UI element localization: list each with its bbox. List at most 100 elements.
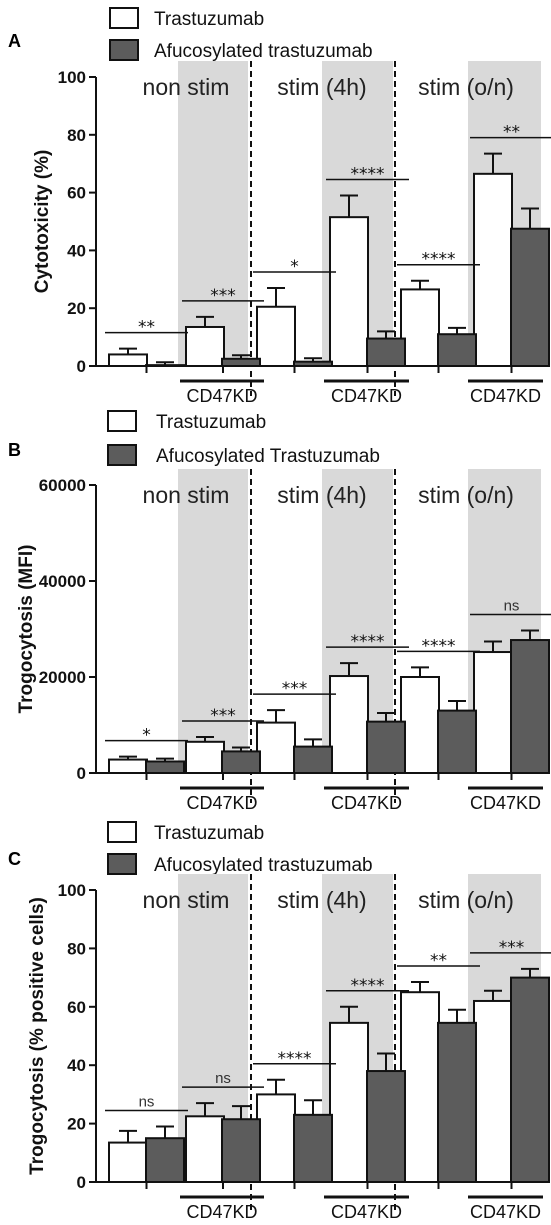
bar-trastuzumab (185, 1115, 225, 1184)
cd47kd-label: CD47KD (470, 793, 541, 813)
legend-label: Trastuzumab (156, 412, 266, 433)
cd47kd-label: CD47KD (331, 386, 402, 406)
panel-letter: B (8, 440, 21, 460)
y-tick-label: 0 (77, 357, 86, 376)
cd47kd-shade (178, 469, 248, 773)
bar-afucosylated (437, 333, 477, 367)
condition-label: stim (4h) (277, 74, 366, 100)
legend-label: Trastuzumab (154, 823, 264, 844)
bar-trastuzumab (256, 721, 296, 774)
bar-trastuzumab (400, 676, 440, 774)
cd47kd-label: CD47KD (470, 1202, 541, 1222)
significance-label: *** (499, 938, 525, 958)
legend-swatch-afucosylated (107, 853, 137, 875)
condition-label: non stim (143, 74, 230, 100)
bar-afucosylated (366, 337, 406, 368)
cd47kd-label: CD47KD (186, 386, 257, 406)
legend-label: Trastuzumab (154, 9, 264, 30)
y-tick-label: 80 (67, 939, 86, 958)
bar-afucosylated (510, 976, 550, 1183)
y-axis-label: Trogocytosis (MFI) (16, 545, 37, 714)
panel-letter: C (8, 849, 21, 869)
bar-trastuzumab (185, 740, 225, 774)
cd47kd-label: CD47KD (186, 793, 257, 813)
y-tick-label: 60 (67, 184, 86, 203)
bar-afucosylated (221, 750, 261, 775)
bar-afucosylated (221, 357, 261, 367)
y-tick-label: 80 (67, 126, 86, 145)
significance-label: * (142, 726, 151, 746)
bar-trastuzumab (185, 325, 225, 367)
condition-label: stim (o/n) (418, 482, 514, 508)
condition-label: non stim (143, 887, 230, 913)
significance-label: **** (351, 976, 385, 996)
bar-trastuzumab (329, 675, 369, 774)
condition-label: stim (4h) (277, 482, 366, 508)
significance-label: *** (210, 286, 236, 306)
panel-b: B Trastuzumab Afucosylated Trastuzumab non … (8, 410, 551, 813)
bar-afucosylated (437, 1021, 477, 1183)
y-tick-label: 100 (58, 68, 86, 87)
significance-label: **** (422, 636, 456, 656)
y-tick-label: 60 (67, 998, 86, 1017)
bar-trastuzumab (256, 1093, 296, 1184)
panel-a: A Trastuzumab Afucosylated trastuzumab non … (8, 7, 551, 406)
bar-trastuzumab (329, 1021, 369, 1183)
y-tick-label: 20 (67, 299, 86, 318)
bar-trastuzumab (108, 758, 148, 774)
significance-label: ns (139, 1094, 155, 1111)
y-tick-label: 40000 (39, 572, 86, 591)
bar-afucosylated (145, 1137, 185, 1183)
y-axis-label: Cytotoxicity (%) (32, 150, 53, 294)
y-tick-label: 20 (67, 1115, 86, 1134)
y-tick-label: 40 (67, 241, 86, 260)
bar-afucosylated (293, 1113, 333, 1183)
y-tick-label: 40 (67, 1056, 86, 1075)
bar-afucosylated (366, 720, 406, 775)
condition-label: stim (o/n) (418, 887, 514, 913)
cd47kd-shade (178, 61, 248, 366)
significance-label: *** (210, 706, 236, 726)
bar-afucosylated (145, 760, 185, 774)
significance-label: **** (422, 250, 456, 270)
legend-swatch-trastuzumab (107, 821, 137, 843)
bar-trastuzumab (473, 172, 513, 367)
y-tick-label: 20000 (39, 668, 86, 687)
significance-label: **** (351, 164, 385, 184)
cd47kd-label: CD47KD (331, 793, 402, 813)
legend-label: Afucosylated trastuzumab (154, 855, 373, 876)
y-tick-label: 0 (77, 1173, 86, 1192)
bar-afucosylated (366, 1070, 406, 1184)
bar-trastuzumab (108, 1141, 148, 1183)
panel-c: C Trastuzumab Afucosylated trastuzumab non … (8, 821, 551, 1222)
significance-label: **** (351, 632, 385, 652)
legend-swatch-afucosylated (109, 39, 139, 61)
legend-swatch-trastuzumab (107, 410, 137, 432)
bar-trastuzumab (473, 999, 513, 1184)
legend-swatch-trastuzumab (109, 7, 139, 29)
significance-label: ** (138, 318, 155, 338)
bar-trastuzumab (400, 288, 440, 368)
y-tick-label: 60000 (39, 476, 86, 495)
significance-label: *** (282, 679, 308, 699)
significance-label: ns (215, 1070, 231, 1087)
significance-label: ** (503, 123, 520, 143)
legend-label: Afucosylated trastuzumab (154, 41, 373, 62)
bar-afucosylated (221, 1118, 261, 1183)
significance-label: ns (504, 597, 520, 614)
bar-trastuzumab (329, 216, 369, 367)
bar-afucosylated (437, 709, 477, 774)
bar-afucosylated (510, 639, 550, 774)
bar-afucosylated (293, 745, 333, 774)
y-tick-label: 100 (58, 881, 86, 900)
cd47kd-label: CD47KD (470, 386, 541, 406)
panel-letter: A (8, 31, 21, 51)
bar-trastuzumab (400, 991, 440, 1184)
condition-label: stim (o/n) (418, 74, 514, 100)
cd47kd-label: CD47KD (186, 1202, 257, 1222)
bar-trastuzumab (108, 353, 148, 368)
legend-swatch-afucosylated (107, 444, 137, 466)
legend-label: Afucosylated Trastuzumab (156, 446, 380, 467)
bar-afucosylated (145, 364, 185, 367)
